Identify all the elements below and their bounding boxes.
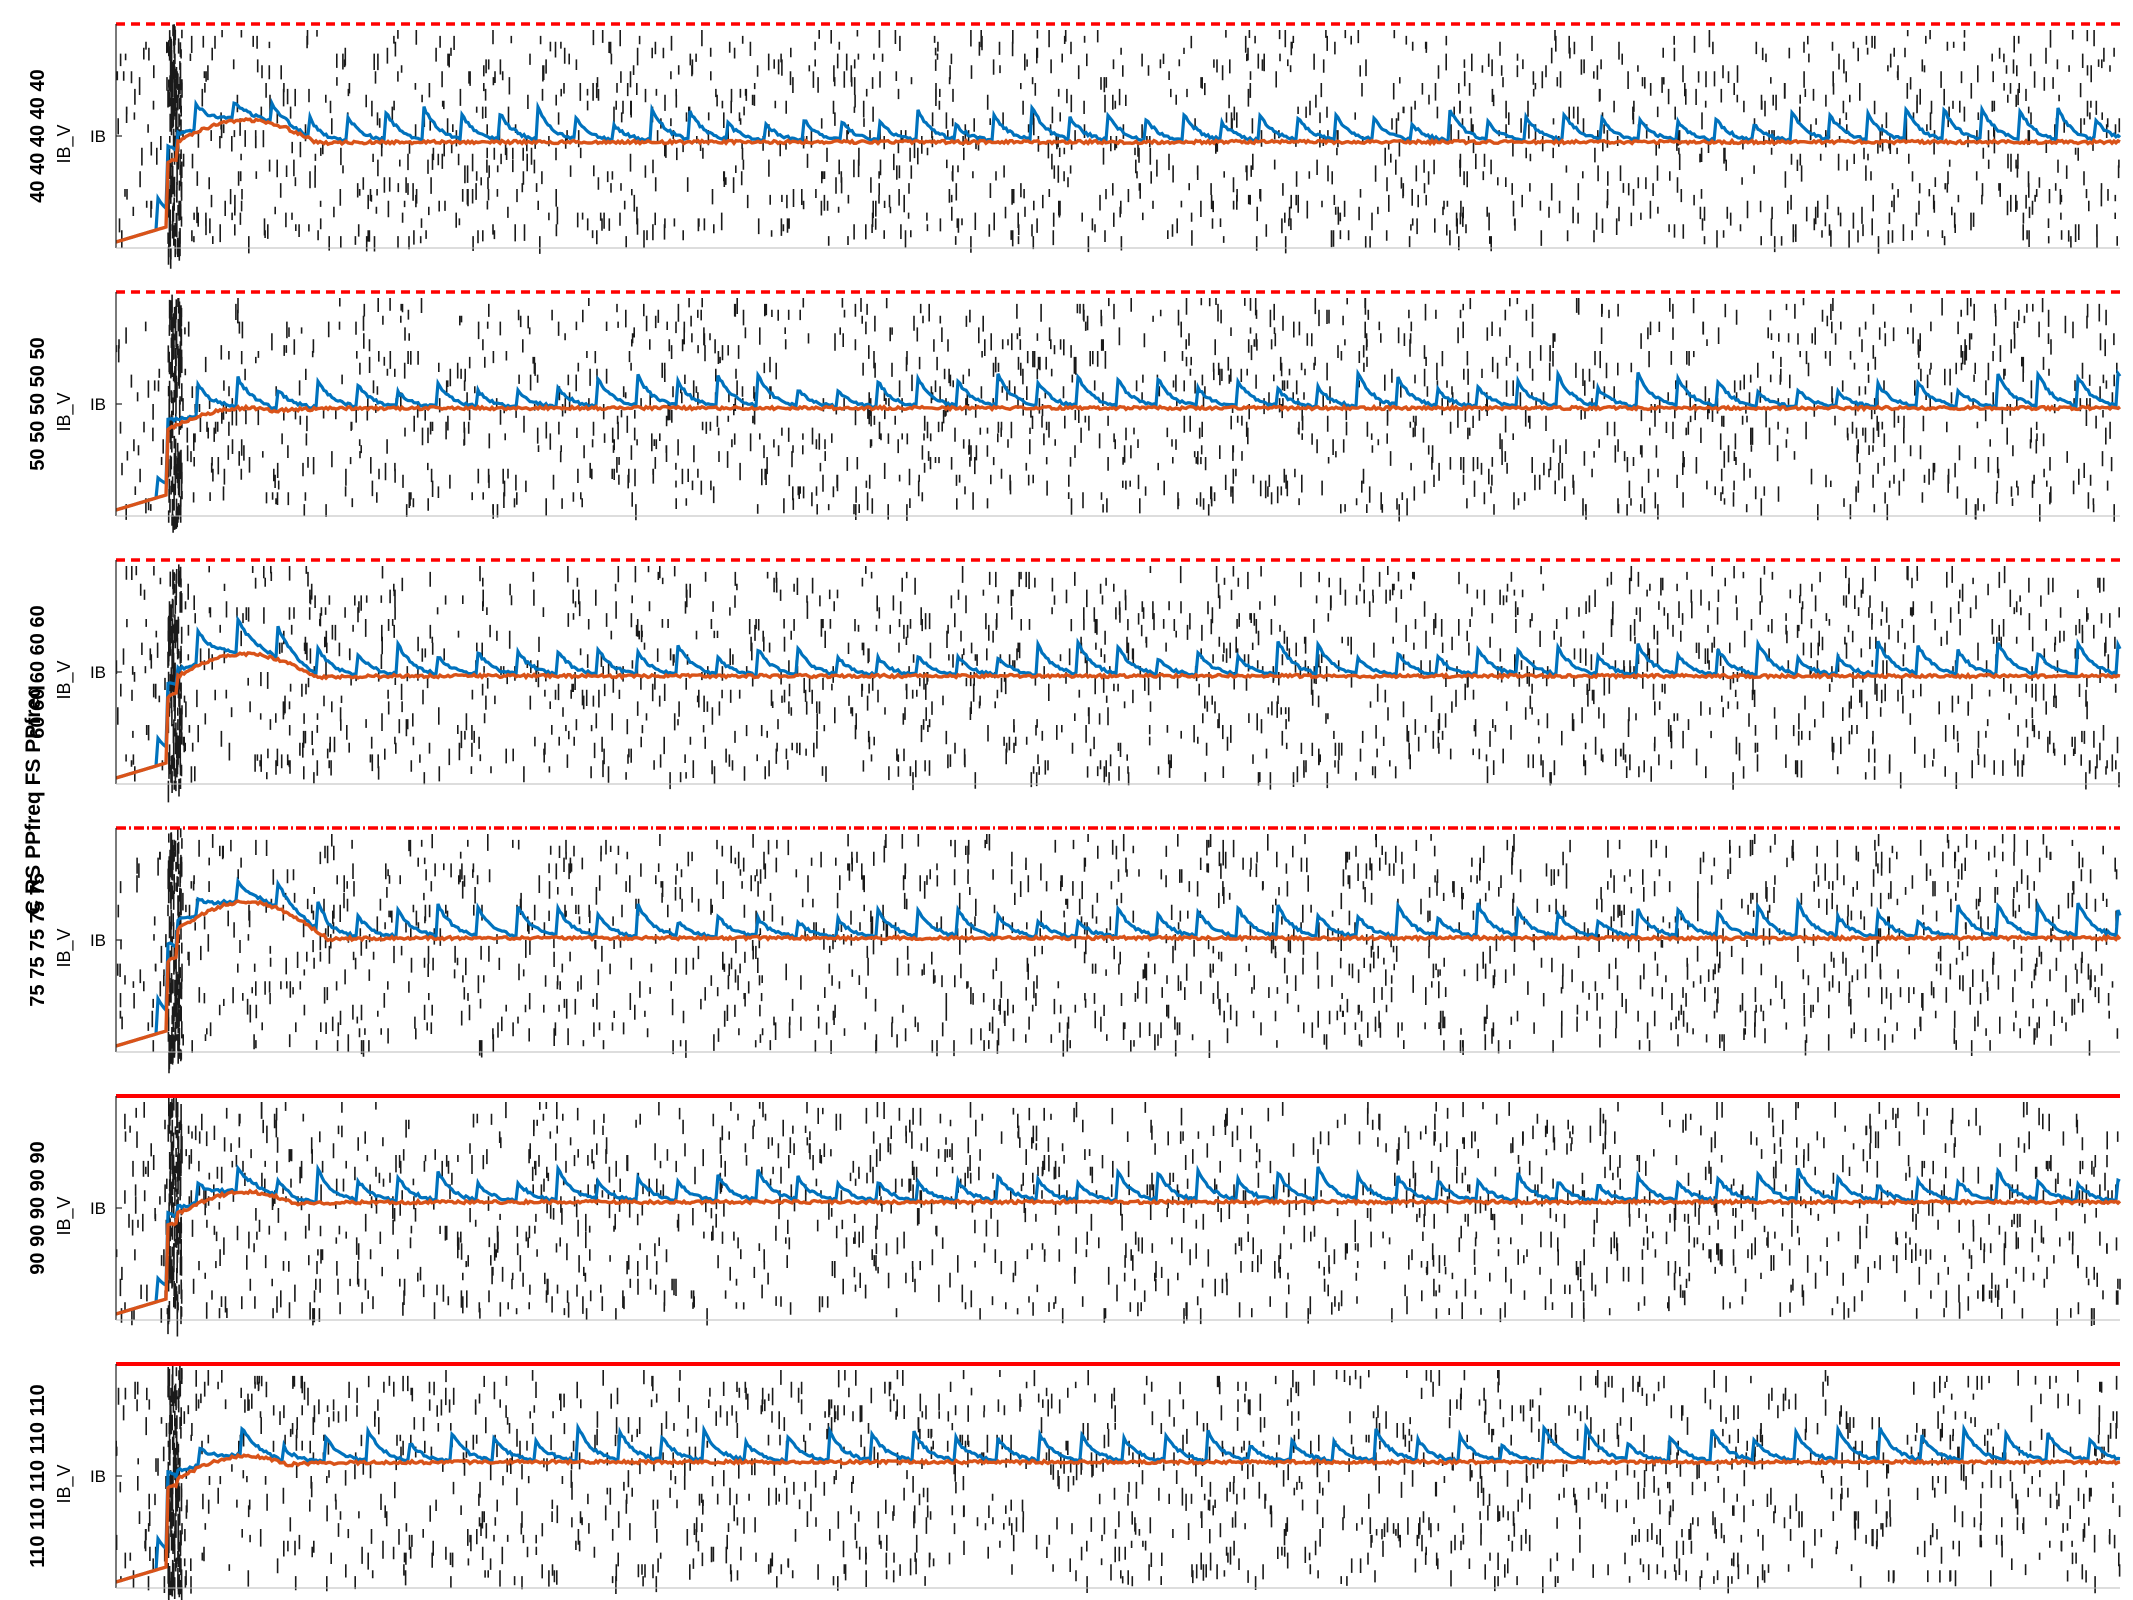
- group-label: C RS PPfreq FS PPfreq: [22, 685, 45, 915]
- spike-marks: [116, 24, 2121, 269]
- trace-slow-line: [115, 116, 2121, 244]
- trace-slow-line: [115, 651, 2121, 780]
- trace-slow-line: [115, 403, 2122, 512]
- panel-label: 40 40 40 40 40: [27, 69, 49, 202]
- spike-marks: [115, 1364, 2121, 1600]
- y-axis-label: IB_V: [54, 928, 75, 967]
- panel-5: IB IB_V90 90 90 90 90: [27, 1094, 2122, 1337]
- trace-fast-line: [115, 876, 2122, 1048]
- trace-slow-line: [115, 1188, 2122, 1316]
- spike-raster: [115, 294, 2118, 533]
- y-tick-label: IB: [90, 1467, 106, 1486]
- panel-label: 75 75 75 75 75: [27, 873, 49, 1006]
- panel-2: IB IB_V50 50 50 50 50: [27, 290, 2122, 533]
- y-axis-label: IB_V: [54, 124, 75, 163]
- trace-fast-line: [115, 1421, 2121, 1584]
- panel-4: IB IB_V75 75 75 75 75: [27, 826, 2122, 1074]
- trace-slow-line: [115, 899, 2122, 1048]
- y-axis-label: IB_V: [54, 1464, 75, 1503]
- spike-raster: [116, 24, 2121, 269]
- panel-1: IB IB_V40 40 40 40 40: [27, 22, 2122, 269]
- panel-label: 60 60 60 60 60: [27, 605, 49, 738]
- spike-raster: [115, 564, 2120, 803]
- y-axis-label: IB_V: [54, 1196, 75, 1235]
- y-axis-label: IB_V: [54, 392, 75, 431]
- panel-3: IB IB_V60 60 60 60 60: [27, 558, 2122, 803]
- trace-fast-line: [115, 368, 2122, 512]
- spike-marks: [115, 294, 2118, 533]
- spike-marks: [115, 564, 2120, 803]
- spike-raster: [115, 1364, 2121, 1600]
- trace-fast-line: [115, 1163, 2121, 1316]
- panel-label: 90 90 90 90 90: [27, 1141, 49, 1274]
- y-tick-label: IB: [90, 395, 106, 414]
- spike-marks: [115, 1096, 2121, 1337]
- y-axis-label: IB_V: [54, 660, 75, 699]
- y-tick-label: IB: [90, 931, 106, 950]
- trace-slow-line: [115, 1452, 2121, 1584]
- panel-label: 110 110 110 110 110: [27, 1384, 49, 1568]
- y-tick-label: IB: [90, 127, 106, 146]
- panel-label: 50 50 50 50 50: [27, 337, 49, 470]
- trace-fast-line: [115, 97, 2122, 244]
- spike-raster: [115, 1096, 2121, 1337]
- y-tick-label: IB: [90, 663, 106, 682]
- spike-marks: [116, 828, 2119, 1074]
- y-tick-label: IB: [90, 1199, 106, 1218]
- spike-raster: [116, 828, 2119, 1074]
- trace-fast-line: [115, 614, 2122, 780]
